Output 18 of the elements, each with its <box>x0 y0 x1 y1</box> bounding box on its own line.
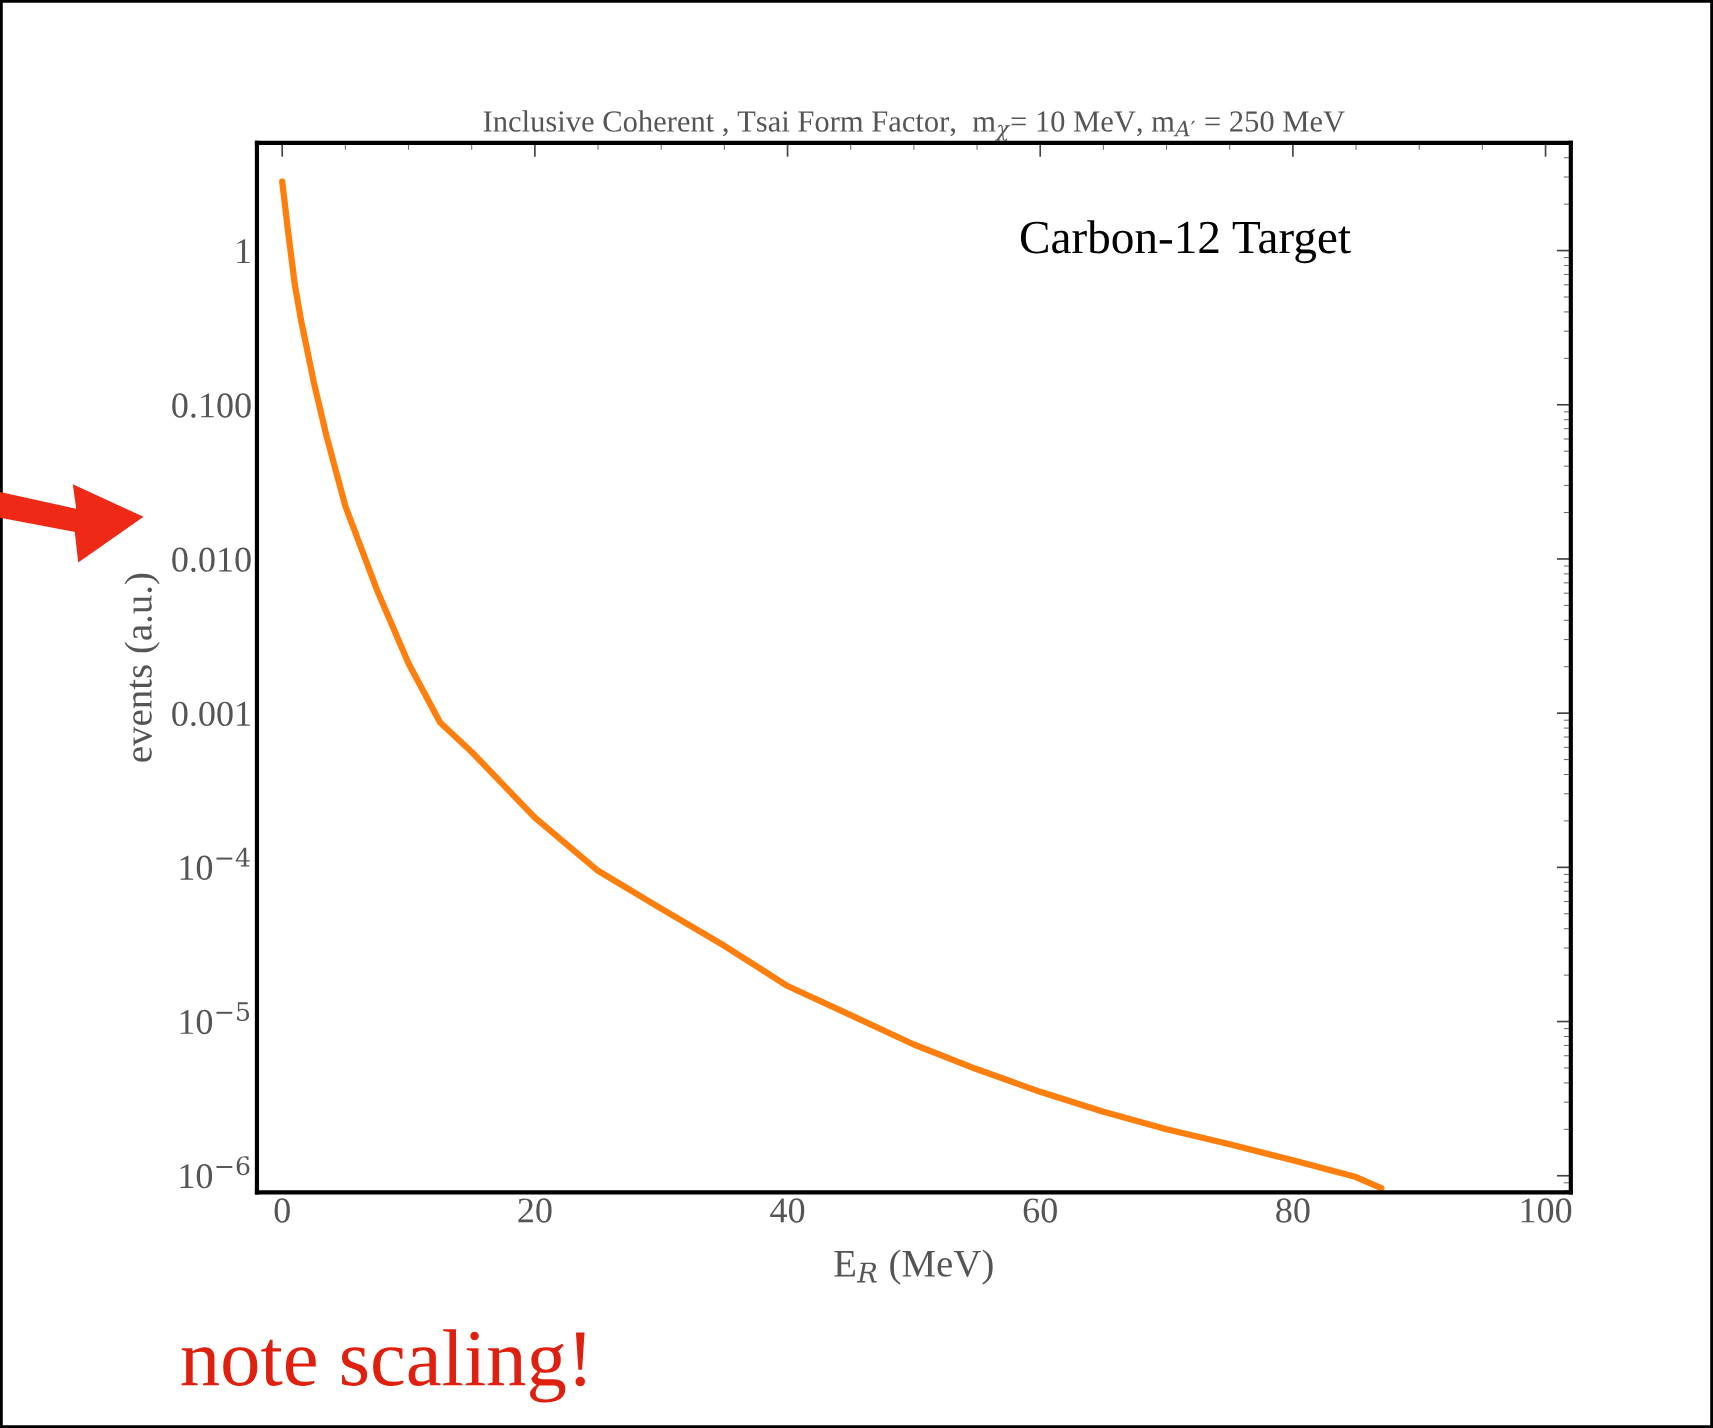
x-tick-label: 20 <box>518 1198 552 1223</box>
y-tick-label: 1 <box>237 239 250 264</box>
y-axis-title: events (a.u.) <box>124 573 160 762</box>
y-tick-label: 0.001 <box>172 701 250 727</box>
text: note scaling! <box>181 1329 586 1403</box>
annotation: Carbon-12 Target <box>1020 220 1351 264</box>
y-tick-label: 10$^{−5}$ <box>180 1002 250 1035</box>
y-tick-label: 0.100 <box>172 393 251 418</box>
x-tick-label: 60 <box>1023 1198 1057 1223</box>
y-tick-label: 10$^{−6}$ <box>180 1156 250 1189</box>
y-tick-label: 10$^{−4}$ <box>180 847 250 880</box>
x-tick-label: 40 <box>770 1198 805 1223</box>
x-axis-title: E$_{R}$ (MeV) <box>834 1249 993 1285</box>
chart-title: Inclusive Coherent , Tsai Form Factor, m$_{χ}$= 10 MeV, m$_{A′}$ = 250 MeV <box>483 110 1345 142</box>
x-tick-label: 80 <box>1276 1198 1310 1223</box>
x-tick-label: 100 <box>1521 1198 1572 1223</box>
x-tick-label: 0 <box>274 1198 290 1223</box>
y-tick-label: 0.010 <box>172 547 251 573</box>
